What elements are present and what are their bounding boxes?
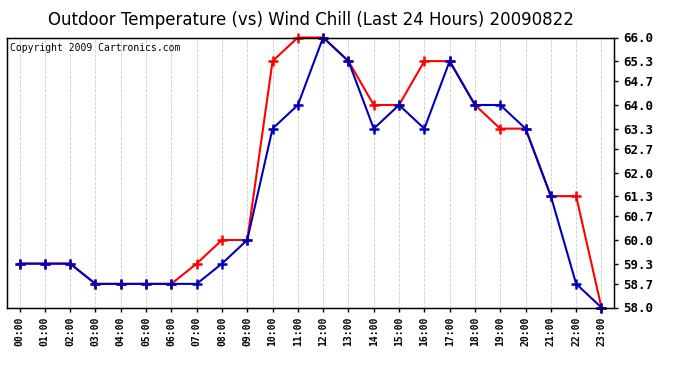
Text: Copyright 2009 Cartronics.com: Copyright 2009 Cartronics.com <box>10 43 180 53</box>
Text: Outdoor Temperature (vs) Wind Chill (Last 24 Hours) 20090822: Outdoor Temperature (vs) Wind Chill (Las… <box>48 11 573 29</box>
